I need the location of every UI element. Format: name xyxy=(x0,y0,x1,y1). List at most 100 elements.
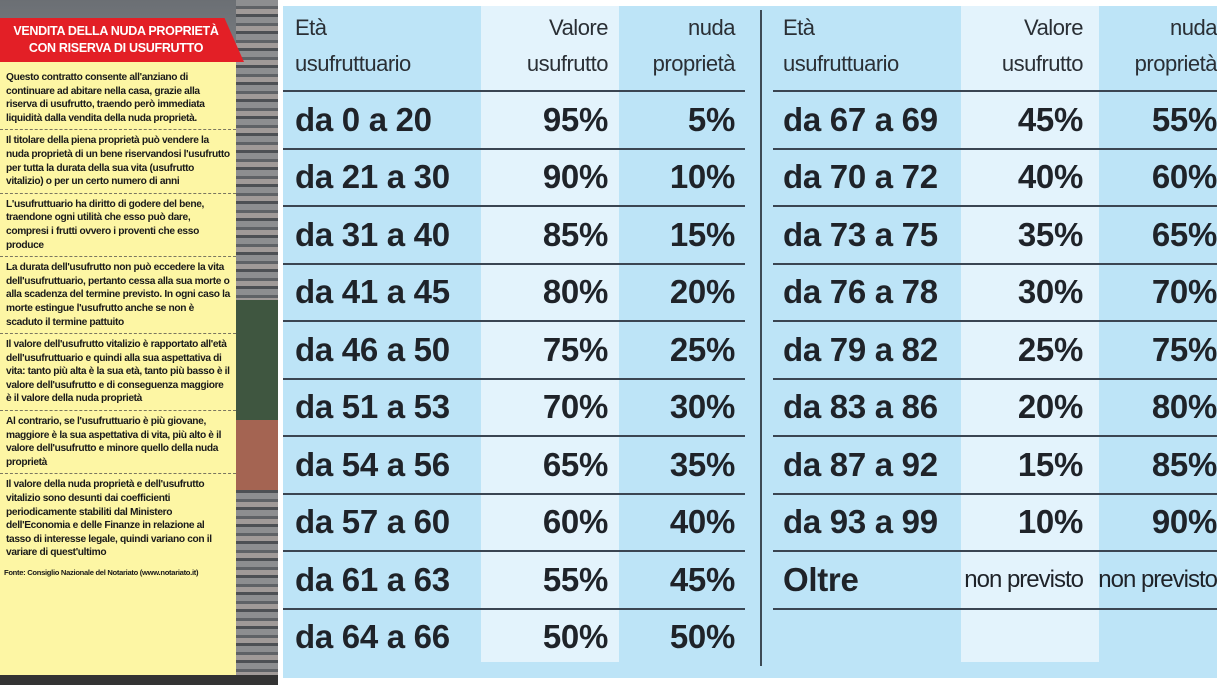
nuda-cell: 10% xyxy=(669,158,735,196)
table-row: da 67 a 69 45% 55% xyxy=(773,90,1217,148)
title-line-1: VENDITA DELLA NUDA PROPRIETÀ xyxy=(13,24,219,38)
nuda-cell: 30% xyxy=(669,388,735,426)
usufrutto-cell: 70% xyxy=(542,388,608,426)
age-cell: da 70 a 72 xyxy=(783,158,938,196)
table-row: da 87 a 92 15% 85% xyxy=(773,435,1217,493)
nuda-cell: 20% xyxy=(669,273,735,311)
nuda-cell: 60% xyxy=(1151,158,1217,196)
table-row: da 41 a 45 80% 20% xyxy=(283,262,745,321)
table-row: Oltre non previsto non previsto xyxy=(773,550,1217,610)
age-cell: da 46 a 50 xyxy=(295,330,450,368)
usufrutto-cell: 15% xyxy=(1017,445,1083,483)
table-row: da 64 a 66 50% 50% xyxy=(283,607,745,666)
table-row: da 61 a 63 55% 45% xyxy=(283,550,745,608)
table-row: da 0 a 20 95% 5% xyxy=(283,90,745,148)
usufrutto-cell: 75% xyxy=(542,330,608,368)
usufrutto-cell: 60% xyxy=(542,503,608,541)
header-age: Età usufruttuario xyxy=(295,15,411,76)
nuda-cell: 65% xyxy=(1151,215,1217,253)
nuda-cell: 75% xyxy=(1151,330,1217,368)
usufrutto-cell: 40% xyxy=(1017,158,1083,196)
usufrutto-column-highlight xyxy=(481,6,619,662)
usufrutto-cell: non previsto xyxy=(964,565,1084,593)
usufrutto-cell: 85% xyxy=(542,215,608,253)
usufrutto-cell: 25% xyxy=(1017,330,1083,368)
age-cell: Oltre xyxy=(783,560,859,598)
usufrutto-cell: 10% xyxy=(1017,503,1083,541)
header-nuda: nuda proprietà xyxy=(652,15,736,76)
age-cell: da 0 a 20 xyxy=(295,100,432,138)
age-cell: da 57 a 60 xyxy=(295,503,450,541)
usufrutto-cell: 65% xyxy=(542,445,608,483)
nuda-cell: 50% xyxy=(669,618,735,656)
table-right: Età usufruttuario Valore usufrutto nuda pro… xyxy=(773,6,1217,610)
info-paragraph: Il valore della nuda proprietà e dell'us… xyxy=(6,479,212,559)
table-divider xyxy=(760,10,762,666)
table-row: da 57 a 60 60% 40% xyxy=(283,492,745,551)
infographic-panel: VENDITA DELLA NUDA PROPRIETÀ CON RISERVA… xyxy=(0,0,278,685)
age-cell: da 93 a 99 xyxy=(783,503,938,541)
table-row: da 70 a 72 40% 60% xyxy=(773,147,1217,206)
info-paragraph: Il valore dell'usufrutto vitalizio è rap… xyxy=(0,334,236,412)
info-paragraph: Il titolare della piena proprietà può ve… xyxy=(0,130,236,194)
usufrutto-cell: 90% xyxy=(542,158,608,196)
table-row: da 83 a 86 20% 80% xyxy=(773,377,1217,436)
source-credit: Fonte: Consiglio Nazionale del Notariato… xyxy=(4,568,199,577)
usufrutto-cell: 95% xyxy=(542,100,608,138)
nuda-cell: 80% xyxy=(1151,388,1217,426)
nuda-cell: non previsto xyxy=(1098,565,1217,593)
table-row: da 76 a 78 30% 70% xyxy=(773,262,1217,321)
usufrutto-cell: 30% xyxy=(1017,273,1083,311)
usufrutto-cell: 45% xyxy=(1017,100,1083,138)
table-row: da 79 a 82 25% 75% xyxy=(773,320,1217,378)
table-header: Età usufruttuario Valore usufrutto nuda pro… xyxy=(283,6,745,90)
table-header: Età usufruttuario Valore usufrutto nuda pro… xyxy=(773,6,1217,90)
table-row: da 46 a 50 75% 25% xyxy=(283,320,745,378)
age-cell: da 41 a 45 xyxy=(295,273,450,311)
table-row: da 93 a 99 10% 90% xyxy=(773,492,1217,551)
info-paragraph: L'usufruttuario ha diritto di godere del… xyxy=(0,194,236,258)
nuda-cell: 35% xyxy=(669,445,735,483)
age-cell: da 76 a 78 xyxy=(783,273,938,311)
table-row: da 54 a 56 65% 35% xyxy=(283,435,745,493)
age-cell: da 51 a 53 xyxy=(295,388,450,426)
age-cell: da 54 a 56 xyxy=(295,445,450,483)
nuda-cell: 40% xyxy=(669,503,735,541)
age-cell: da 79 a 82 xyxy=(783,330,938,368)
info-paragraph: La durata dell'usufrutto non può ecceder… xyxy=(0,257,236,335)
age-cell: da 64 a 66 xyxy=(295,618,450,656)
nuda-cell: 70% xyxy=(1151,273,1217,311)
age-cell: da 67 a 69 xyxy=(783,100,938,138)
age-cell: da 73 a 75 xyxy=(783,215,938,253)
age-cell: da 83 a 86 xyxy=(783,388,938,426)
usufrutto-cell: 35% xyxy=(1017,215,1083,253)
table-row: da 21 a 30 90% 10% xyxy=(283,147,745,206)
age-cell: da 61 a 63 xyxy=(295,560,450,598)
usufrutto-column-highlight xyxy=(961,6,1099,662)
usufrutto-cell: 50% xyxy=(542,618,608,656)
nuda-cell: 45% xyxy=(669,560,735,598)
info-text-box: Questo contratto consente all'anziano di… xyxy=(0,62,236,675)
header-age: Età usufruttuario xyxy=(783,15,899,76)
nuda-cell: 85% xyxy=(1151,445,1217,483)
title-line-2: CON RISERVA DI USUFRUTTO xyxy=(28,41,204,55)
info-paragraph: Questo contratto consente all'anziano di… xyxy=(0,62,236,131)
age-cell: da 31 a 40 xyxy=(295,215,450,253)
usufrutto-cell: 20% xyxy=(1017,388,1083,426)
info-paragraph: Al contrario, se l'usufruttuario è più g… xyxy=(0,411,236,475)
header-nuda: nuda proprietà xyxy=(1134,15,1217,76)
usufrutto-cell: 80% xyxy=(542,273,608,311)
age-cell: da 21 a 30 xyxy=(295,158,450,196)
header-usufrutto: Valore usufrutto xyxy=(526,15,609,76)
nuda-cell: 15% xyxy=(669,215,735,253)
age-cell: da 87 a 92 xyxy=(783,445,938,483)
nuda-cell: 55% xyxy=(1151,100,1217,138)
coefficient-table: Età usufruttuario Valore usufrutto nuda pro… xyxy=(283,6,1217,678)
infographic-title-banner: VENDITA DELLA NUDA PROPRIETÀ CON RISERVA… xyxy=(0,18,244,62)
table-left: Età usufruttuario Valore usufrutto nuda pro… xyxy=(283,6,745,665)
photo-roof xyxy=(236,420,278,490)
header-usufrutto: Valore usufrutto xyxy=(1001,15,1084,76)
photo-trees xyxy=(236,300,278,420)
city-photo-background xyxy=(236,0,278,685)
nuda-cell: 25% xyxy=(669,330,735,368)
